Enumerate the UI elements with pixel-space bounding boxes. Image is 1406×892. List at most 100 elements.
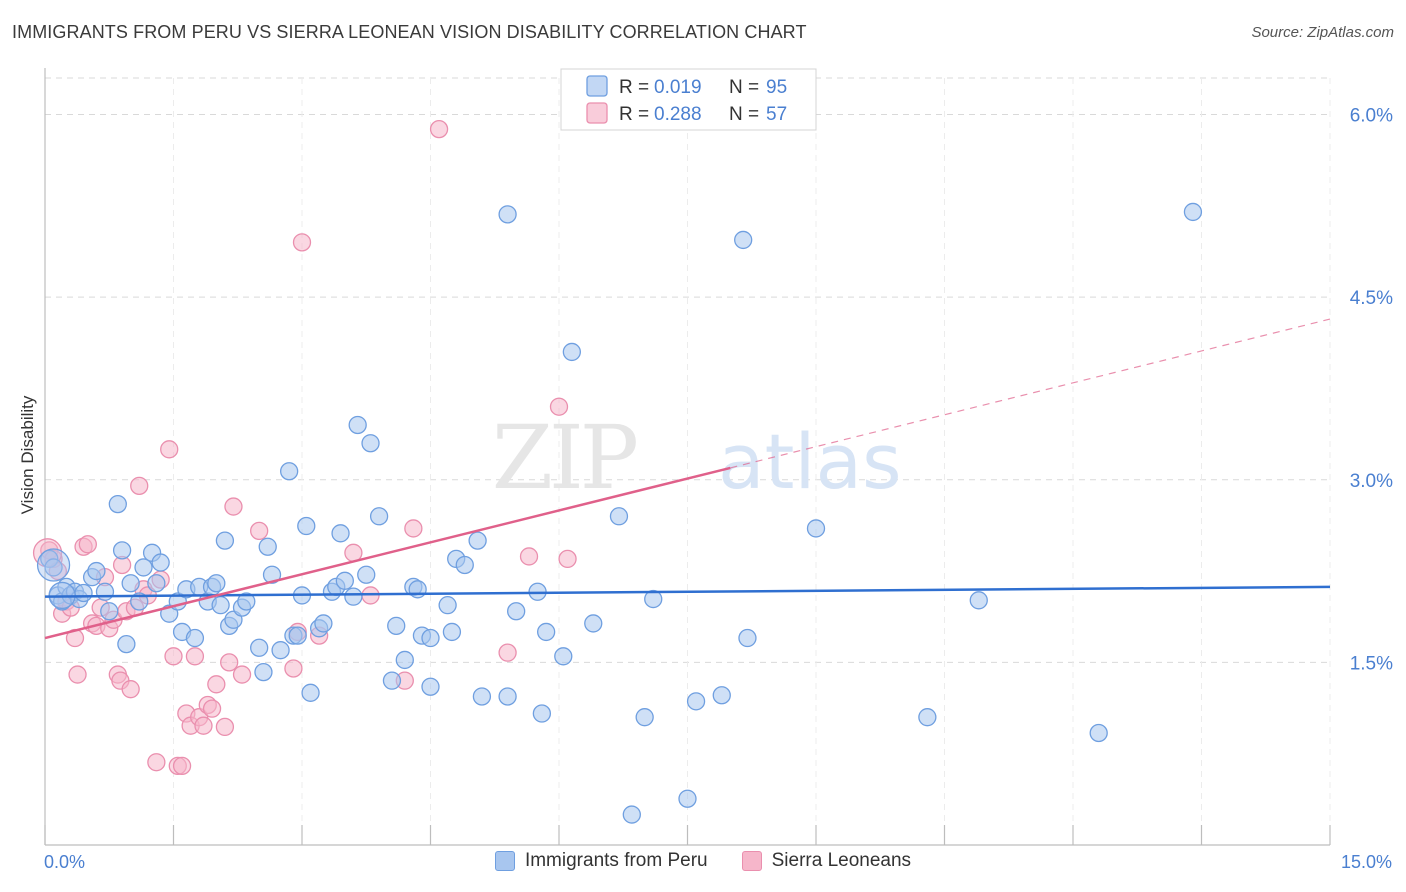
data-point [95,582,115,601]
data-point [472,687,492,706]
legend-item-peru[interactable]: Immigrants from Peru [494,850,708,872]
data-point [121,574,140,593]
legend-n-label-1: N = [729,77,759,98]
data-point [164,647,183,666]
data-point [160,440,179,459]
data-point [918,708,937,727]
data-point [134,558,153,577]
y-tick-label: 3.0% [1350,471,1393,492]
x-tick-max: 15.0% [1340,852,1392,872]
data-point [382,671,402,690]
data-point [498,643,517,662]
data-point [250,521,269,541]
legend-r-value-1: 0.019 [654,77,702,98]
data-point [100,602,119,621]
data-point [507,602,526,621]
data-point [207,675,226,694]
data-point [361,434,380,453]
legend-r-label-1: R = [619,77,649,98]
data-point [301,683,320,702]
data-point [344,587,363,606]
legend-swatch-peru-bottom [494,851,515,871]
data-point [712,686,731,705]
data-point [215,717,235,737]
data-point [220,653,239,672]
data-point [254,662,273,682]
source-label: Source: ZipAtlas.com [1251,24,1394,41]
y-tick-label: 4.5% [1350,288,1393,309]
data-point [297,516,316,536]
data-point [108,494,127,514]
series-peru [36,202,1203,824]
data-point [537,622,556,642]
data-point [250,638,269,657]
watermark-atlas: atlas [718,417,902,506]
trend-line-peru [44,585,1331,598]
correlation-legend: R = 0.019 N = 95 R = 0.288 N = 57 [560,68,817,131]
data-point [387,616,406,636]
data-point [74,583,93,603]
data-point [44,558,63,577]
data-point [1089,723,1108,743]
data-point [87,561,106,581]
data-point [117,634,136,654]
data-point [584,614,603,633]
data-point [644,589,663,609]
data-point [279,462,299,481]
data-point [734,230,753,250]
axes [44,68,1331,846]
data-point [498,205,517,224]
x-tick-min: 0.0% [44,852,86,872]
data-point [558,549,577,569]
data-point [738,628,757,648]
data-point [121,680,140,699]
data-point [562,342,581,362]
watermark-zip: ZIP [492,406,637,509]
legend-swatch-sierra-bottom [741,851,762,871]
data-point [635,708,654,727]
data-point [806,519,826,538]
chart-title: IMMIGRANTS FROM PERU VS SIERRA LEONEAN V… [12,22,807,42]
legend-label-peru: Immigrants from Peru [524,850,708,871]
data-point [271,641,290,660]
legend-swatch-peru [586,75,608,97]
data-point [554,647,573,666]
data-point [258,537,277,556]
y-tick-label: 6.0% [1350,106,1393,127]
data-point [130,476,149,495]
data-point [130,592,149,611]
data-point [395,650,414,670]
data-point [185,628,205,648]
legend-label-sierra: Sierra Leoneans [771,850,912,871]
data-point [421,628,440,648]
data-point [429,119,449,139]
series-legend: Immigrants from Peru Sierra Leoneans [0,850,1406,872]
data-point [147,753,166,772]
data-point [331,524,350,543]
data-point [678,789,697,808]
data-point [262,565,282,584]
data-point [549,397,569,416]
y-tick-labels: 1.5% 3.0% 4.5% 6.0% [1350,106,1393,675]
data-point [194,716,213,735]
grid [45,77,1331,845]
data-point [438,596,457,615]
data-point [112,541,132,560]
legend-r-value-2: 0.288 [654,104,702,125]
data-point [1183,202,1203,222]
data-point [455,555,474,575]
data-point [686,692,706,711]
legend-n-value-2: 57 [766,104,787,125]
legend-item-sierra[interactable]: Sierra Leoneans [741,850,912,872]
data-point [421,677,440,696]
data-point [151,553,170,572]
data-point [288,626,307,645]
y-tick-label: 1.5% [1350,653,1393,674]
data-point [172,756,192,776]
data-point [348,415,367,435]
data-point [969,591,988,610]
data-point [215,531,235,550]
data-point [211,596,230,615]
data-point [147,574,166,593]
